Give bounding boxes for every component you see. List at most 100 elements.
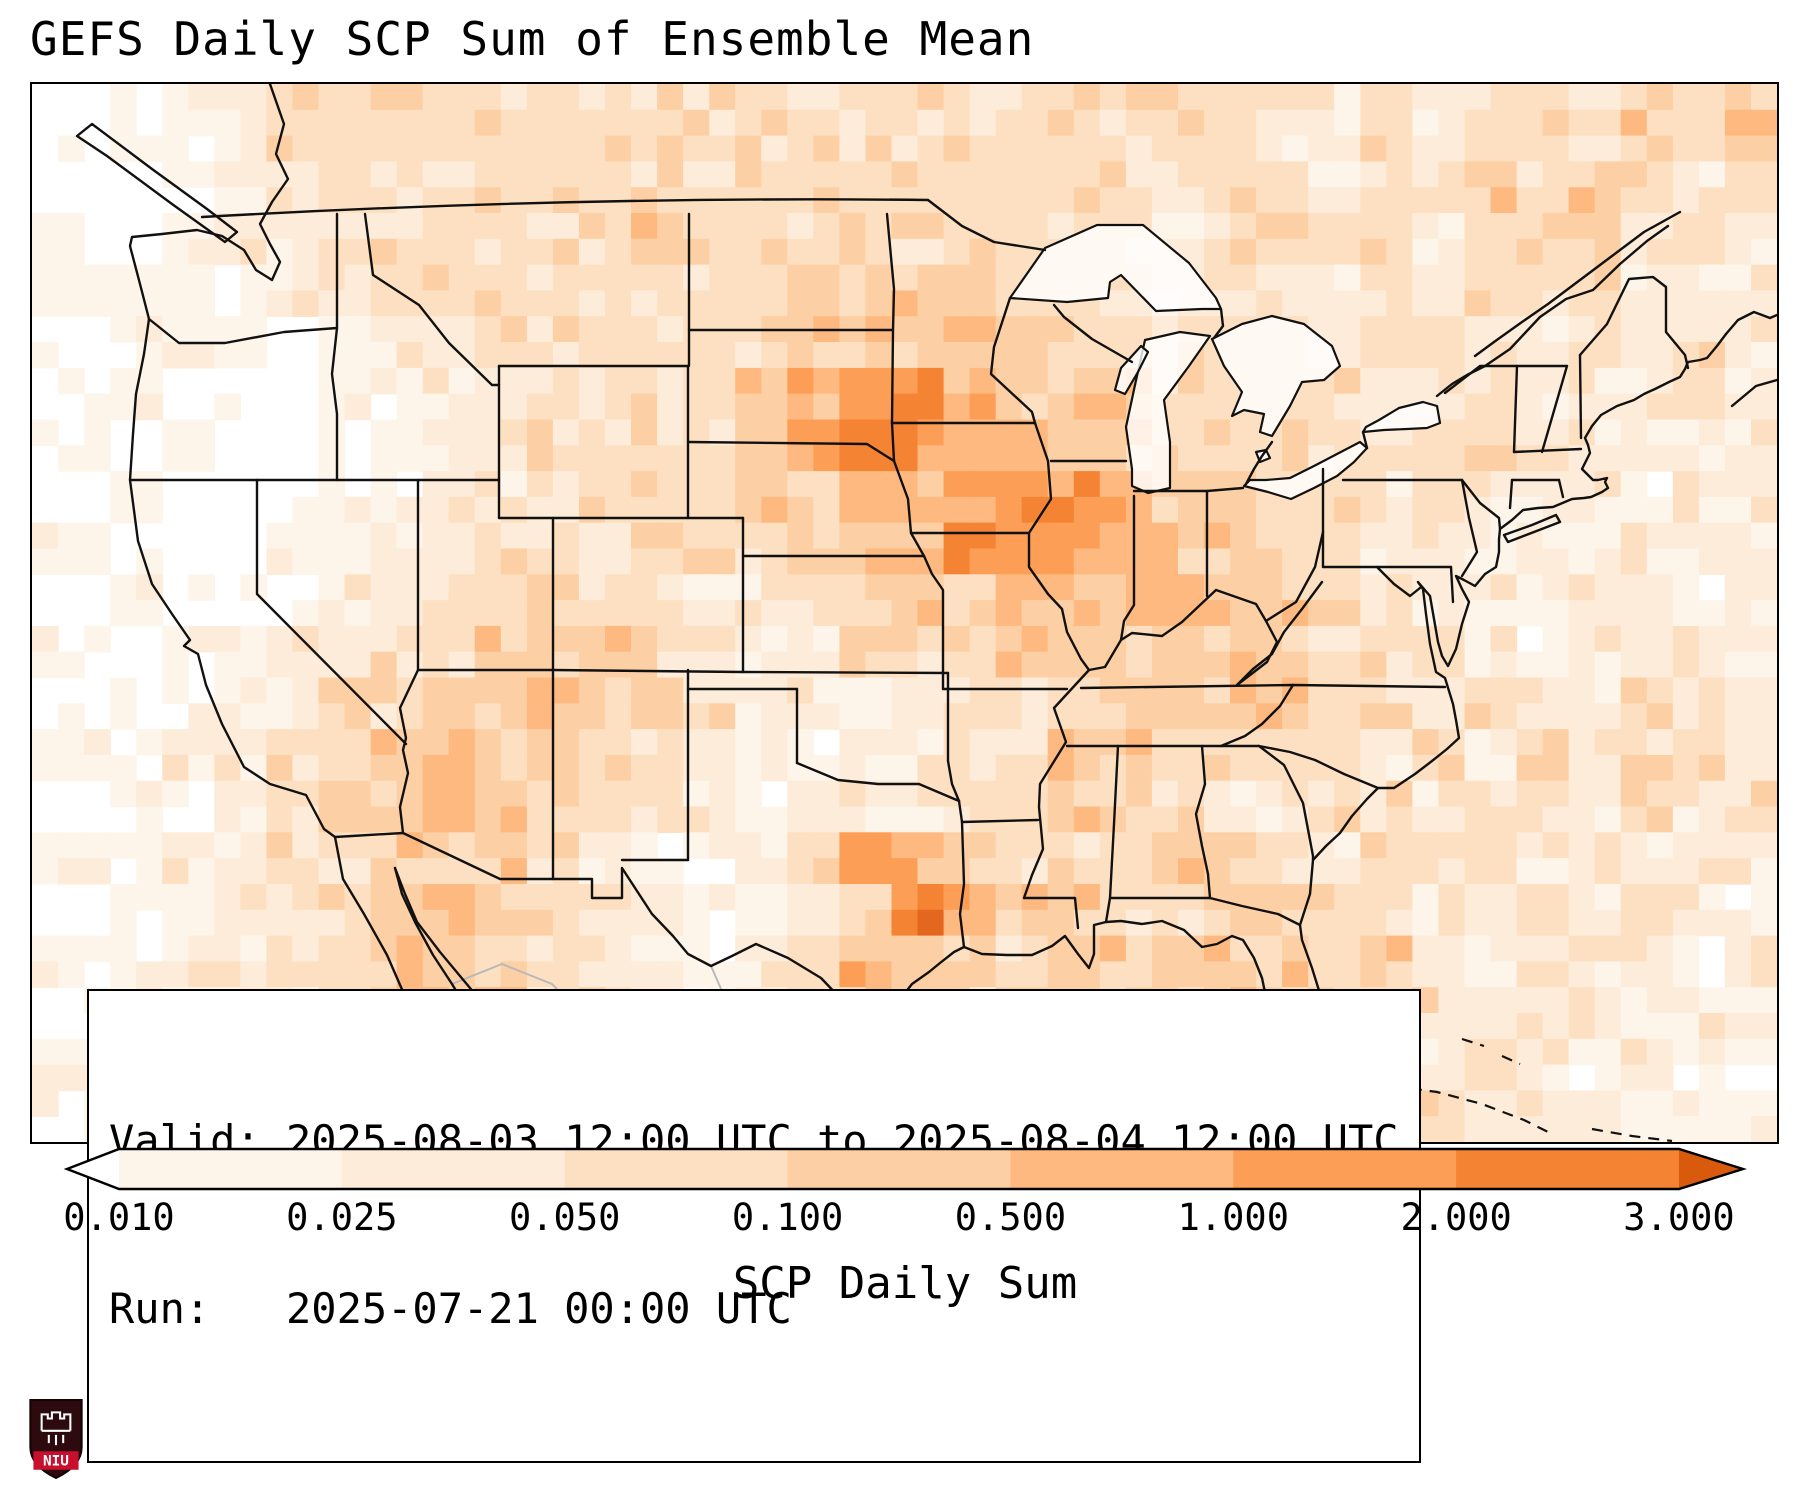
- heat-cell: [396, 393, 424, 421]
- heat-cell: [1047, 961, 1075, 988]
- heat-cell: [1308, 161, 1335, 188]
- heat-cell: [787, 213, 814, 240]
- heat-cell: [761, 909, 788, 937]
- heat-cell: [500, 806, 528, 833]
- heat-cell: [813, 548, 840, 575]
- heat-cell: [1334, 290, 1361, 317]
- heat-cell: [1568, 729, 1596, 756]
- heat-cell: [1178, 445, 1205, 472]
- heat-cell: [891, 316, 919, 343]
- heat-cell: [1386, 961, 1413, 988]
- heat-cell: [735, 625, 762, 653]
- heat-cell: [526, 471, 554, 498]
- heat-cell: [292, 858, 320, 885]
- heat-cell: [1282, 264, 1309, 292]
- heat-cell: [1698, 290, 1726, 317]
- heat-cell: [1438, 1116, 1466, 1142]
- heat-cell: [683, 84, 710, 111]
- heat-cell: [1151, 574, 1179, 601]
- heat-cell: [657, 677, 684, 704]
- heat-cell: [136, 471, 163, 498]
- heat-cell: [578, 161, 606, 188]
- heat-cell: [1751, 84, 1777, 111]
- heat-cell: [578, 909, 606, 937]
- heat-cell: [188, 703, 215, 730]
- heat-cell: [1490, 1064, 1518, 1092]
- heat-cell: [1256, 187, 1283, 214]
- heat-cell: [1672, 1013, 1700, 1040]
- heat-cell: [552, 935, 580, 963]
- heat-cell: [1490, 419, 1518, 446]
- heat-cell: [1256, 574, 1283, 601]
- heat-cell: [370, 651, 398, 679]
- heat-cell: [1724, 858, 1752, 885]
- heat-cell: [865, 238, 893, 266]
- heat-cell: [761, 419, 788, 446]
- heat-cell: [1073, 522, 1101, 550]
- heat-cell: [735, 264, 762, 292]
- heat-cell: [891, 548, 919, 575]
- heat-cell: [761, 703, 788, 730]
- heat-cell: [344, 729, 372, 756]
- heat-cell: [240, 780, 268, 808]
- border-path: [75, 122, 239, 244]
- heat-cell: [1099, 496, 1127, 524]
- heat-cell: [631, 729, 658, 756]
- heat-cell: [1099, 445, 1127, 472]
- heat-cell: [839, 109, 867, 137]
- heat-cell: [787, 161, 814, 188]
- heat-cell: [448, 729, 476, 756]
- heat-cell: [1282, 445, 1309, 472]
- heat-cell: [1151, 187, 1179, 214]
- heat-cell: [552, 161, 580, 188]
- heat-cell: [1334, 316, 1361, 343]
- heat-cell: [1464, 367, 1492, 395]
- border-path: [1730, 378, 1777, 408]
- heat-cell: [1151, 135, 1179, 163]
- heat-cell: [266, 264, 294, 292]
- heat-cell: [1751, 548, 1777, 575]
- heat-cell: [448, 754, 476, 782]
- heat-cell: [1724, 806, 1752, 833]
- heat-cell: [1724, 625, 1752, 653]
- heat-cell: [344, 780, 372, 808]
- heat-cell: [1151, 651, 1179, 679]
- border-path: [1027, 421, 1091, 672]
- heat-cell: [1230, 522, 1257, 550]
- heat-cell: [448, 316, 476, 343]
- border-path: [1512, 447, 1583, 454]
- heat-cell: [1698, 987, 1726, 1014]
- heat-cell: [1594, 729, 1622, 756]
- heat-cell: [995, 135, 1023, 163]
- lake-outline: [1361, 400, 1442, 434]
- heat-cell: [917, 600, 945, 627]
- heat-cell: [1360, 625, 1387, 653]
- heat-cell: [1204, 522, 1231, 550]
- heat-cell: [84, 754, 111, 782]
- heat-cell: [1724, 1090, 1752, 1117]
- heat-cell: [448, 187, 476, 214]
- heat-cell: [1516, 987, 1544, 1014]
- heat-cell: [709, 264, 736, 292]
- heat-cell: [318, 84, 346, 111]
- heat-cell: [1672, 187, 1700, 214]
- heat-cell: [839, 496, 867, 524]
- heat-cell: [1490, 625, 1518, 653]
- heat-cell: [787, 445, 814, 472]
- heat-cell: [969, 754, 997, 782]
- heat-cell: [110, 703, 137, 730]
- heat-cell: [657, 548, 684, 575]
- heat-cell: [605, 522, 632, 550]
- heat-cell: [318, 909, 346, 937]
- heat-cell: [1021, 548, 1049, 575]
- heat-cell: [1751, 677, 1777, 704]
- border-path: [871, 332, 1728, 1120]
- heat-cell: [1672, 84, 1700, 111]
- heat-cell: [1464, 961, 1492, 988]
- colorbar-segments: [67, 1149, 1743, 1189]
- heat-cell: [657, 625, 684, 653]
- heat-cell: [500, 471, 528, 498]
- heat-cell: [1698, 161, 1726, 188]
- border-path: [1361, 430, 1369, 450]
- heat-cell: [917, 109, 945, 137]
